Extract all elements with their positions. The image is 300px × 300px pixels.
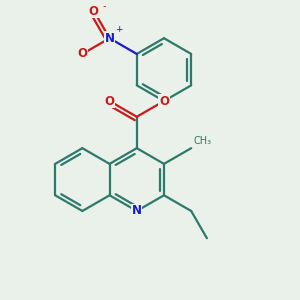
Text: +: +	[115, 26, 123, 34]
Text: N: N	[105, 32, 115, 45]
Text: -: -	[102, 1, 106, 11]
Text: N: N	[132, 205, 142, 218]
Text: O: O	[159, 94, 169, 107]
Text: CH₃: CH₃	[194, 136, 212, 146]
Text: O: O	[89, 4, 99, 17]
Text: O: O	[105, 94, 115, 107]
Text: O: O	[77, 47, 87, 60]
